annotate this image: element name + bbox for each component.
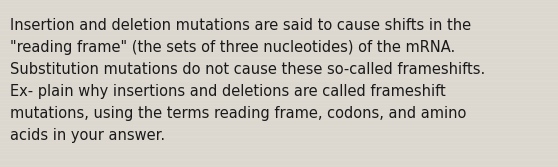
Text: Substitution mutations do not cause these so-called frameshifts.: Substitution mutations do not cause thes… [10, 62, 485, 77]
Text: mutations, using the terms reading frame, codons, and amino: mutations, using the terms reading frame… [10, 106, 466, 121]
Text: "reading frame" (the sets of three nucleotides) of the mRNA.: "reading frame" (the sets of three nucle… [10, 40, 455, 55]
Text: Ex- plain why insertions and deletions are called frameshift: Ex- plain why insertions and deletions a… [10, 84, 446, 99]
Text: acids in your answer.: acids in your answer. [10, 128, 165, 143]
Text: Insertion and deletion mutations are said to cause shifts in the: Insertion and deletion mutations are sai… [10, 18, 471, 33]
